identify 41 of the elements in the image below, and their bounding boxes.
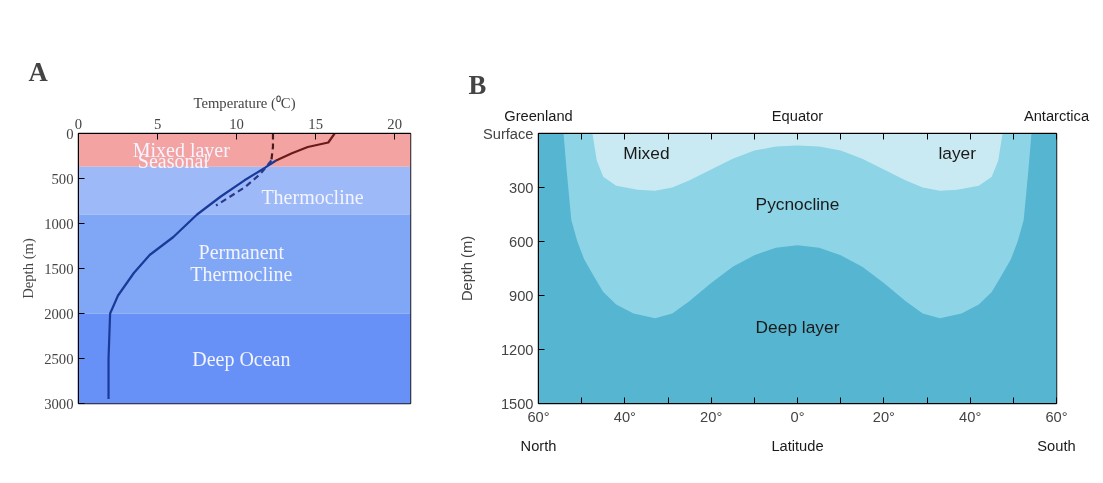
x-tick-label: 20° — [872, 408, 895, 425]
y-tick-label: Surface — [482, 125, 534, 142]
y-tick-label: 600 — [509, 233, 534, 250]
text: South — [1037, 437, 1076, 454]
y-tick-label: 300 — [509, 179, 534, 196]
text: Greenland — [504, 107, 573, 124]
chart-title: B — [468, 69, 487, 100]
annotation: Mixed — [623, 143, 670, 164]
annotation: layer — [938, 143, 977, 164]
text: North — [520, 437, 557, 454]
y-tick-label: 1500 — [44, 260, 74, 277]
y-axis-title: Depth (m) — [20, 238, 38, 299]
y-tick-label: 2000 — [44, 305, 74, 322]
text: Equator — [771, 107, 824, 124]
annotation: Deep layer — [755, 317, 840, 337]
chart-title: A — [28, 56, 49, 87]
x-tick-label: 40° — [613, 408, 636, 425]
y-tick-label: 500 — [51, 170, 74, 187]
y-axis-title: Depth (m) — [458, 235, 475, 302]
y-tick-label: 3000 — [44, 395, 74, 412]
annotation: Permanent — [198, 240, 285, 263]
text: Antarctica — [1023, 107, 1090, 124]
x-axis-title: Latitude — [771, 437, 824, 454]
x-tick-label: 0° — [790, 408, 805, 425]
annotation: Pycnocline — [755, 193, 840, 214]
x-tick-label: 20° — [700, 408, 723, 425]
y-tick-label: 1200 — [500, 341, 534, 358]
y-tick-label: 2500 — [44, 350, 74, 367]
annotation: Deep Ocean — [192, 347, 291, 371]
y-tick-label: 900 — [509, 287, 534, 304]
annotation: Thermocline — [190, 262, 293, 285]
y-tick-label: 1000 — [44, 215, 74, 232]
x-tick-label: 15 — [308, 115, 323, 132]
x-tick-label: 40° — [959, 408, 982, 425]
x-tick-label: 5 — [153, 115, 162, 132]
annotation: Thermocline — [261, 185, 364, 208]
x-tick-label: 20 — [387, 115, 403, 132]
x-axis-title: Temperature (⁰C) — [193, 94, 296, 112]
line-series — [275, 133, 336, 162]
x-tick-label: 10 — [229, 115, 244, 132]
x-tick-label: 60° — [1045, 408, 1068, 425]
